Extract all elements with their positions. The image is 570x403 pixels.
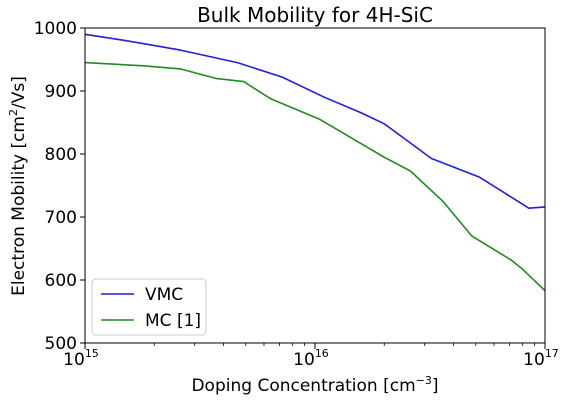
chart-title: Bulk Mobility for 4H-SiC [197,3,433,27]
y-tick-label: 700 [45,208,77,228]
x-tick-label: 1016 [293,347,329,370]
legend-label-vmc: VMC [145,285,183,305]
plot-lines [84,33,546,292]
y-tick-label: 600 [45,271,77,291]
legend-box [91,278,207,336]
legend: VMC MC [1] [91,278,207,336]
x-tick-label: 1017 [523,347,559,370]
series-line-1 [84,61,546,292]
x-axis-label: Doping Concentration [cm−3] [191,374,438,396]
series-line-0 [84,33,546,209]
y-tick-label: 900 [45,82,77,102]
y-axis-label: Electron Mobility [cm2/Vs] [7,76,29,296]
y-tick-label: 500 [45,334,77,354]
legend-label-mc: MC [1] [145,311,201,331]
y-tick-label: 800 [45,145,77,165]
x-axis-ticks: 1015 1016 1017 [63,343,559,370]
x-tick-label: 1015 [63,347,99,370]
y-tick-label: 1000 [34,19,77,39]
y-axis-ticks: 500 600 700 800 900 1000 [34,19,85,354]
